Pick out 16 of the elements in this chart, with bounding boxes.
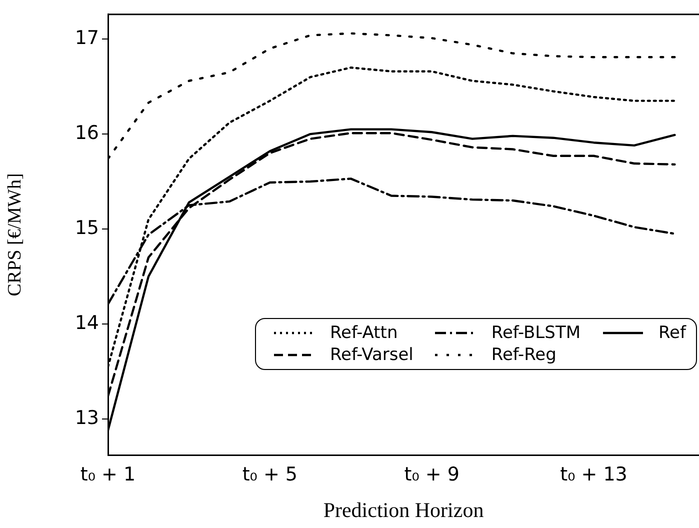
y-tick-label: 13 <box>74 406 99 429</box>
x-tick-label: t₀ + 13 <box>560 463 628 486</box>
y-tick-label: 14 <box>74 312 99 334</box>
y-axis-title: CRPS [€/MWh] <box>4 173 26 296</box>
legend-label: Ref-Varsel <box>330 345 414 365</box>
legend-label: Ref <box>658 323 686 343</box>
x-tick-label: t₀ + 1 <box>80 463 136 486</box>
legend-label: Ref-Attn <box>330 323 398 343</box>
x-tick-label: t₀ + 5 <box>242 463 298 486</box>
legend-label: Ref-BLSTM <box>491 323 580 343</box>
y-tick-label: 16 <box>74 122 99 144</box>
legend-label: Ref-Reg <box>491 345 556 365</box>
y-tick-label: 15 <box>74 216 99 239</box>
y-tick-label: 17 <box>74 27 99 50</box>
x-tick-label: t₀ + 9 <box>404 463 460 486</box>
x-axis-title: Prediction Horizon <box>323 498 484 522</box>
